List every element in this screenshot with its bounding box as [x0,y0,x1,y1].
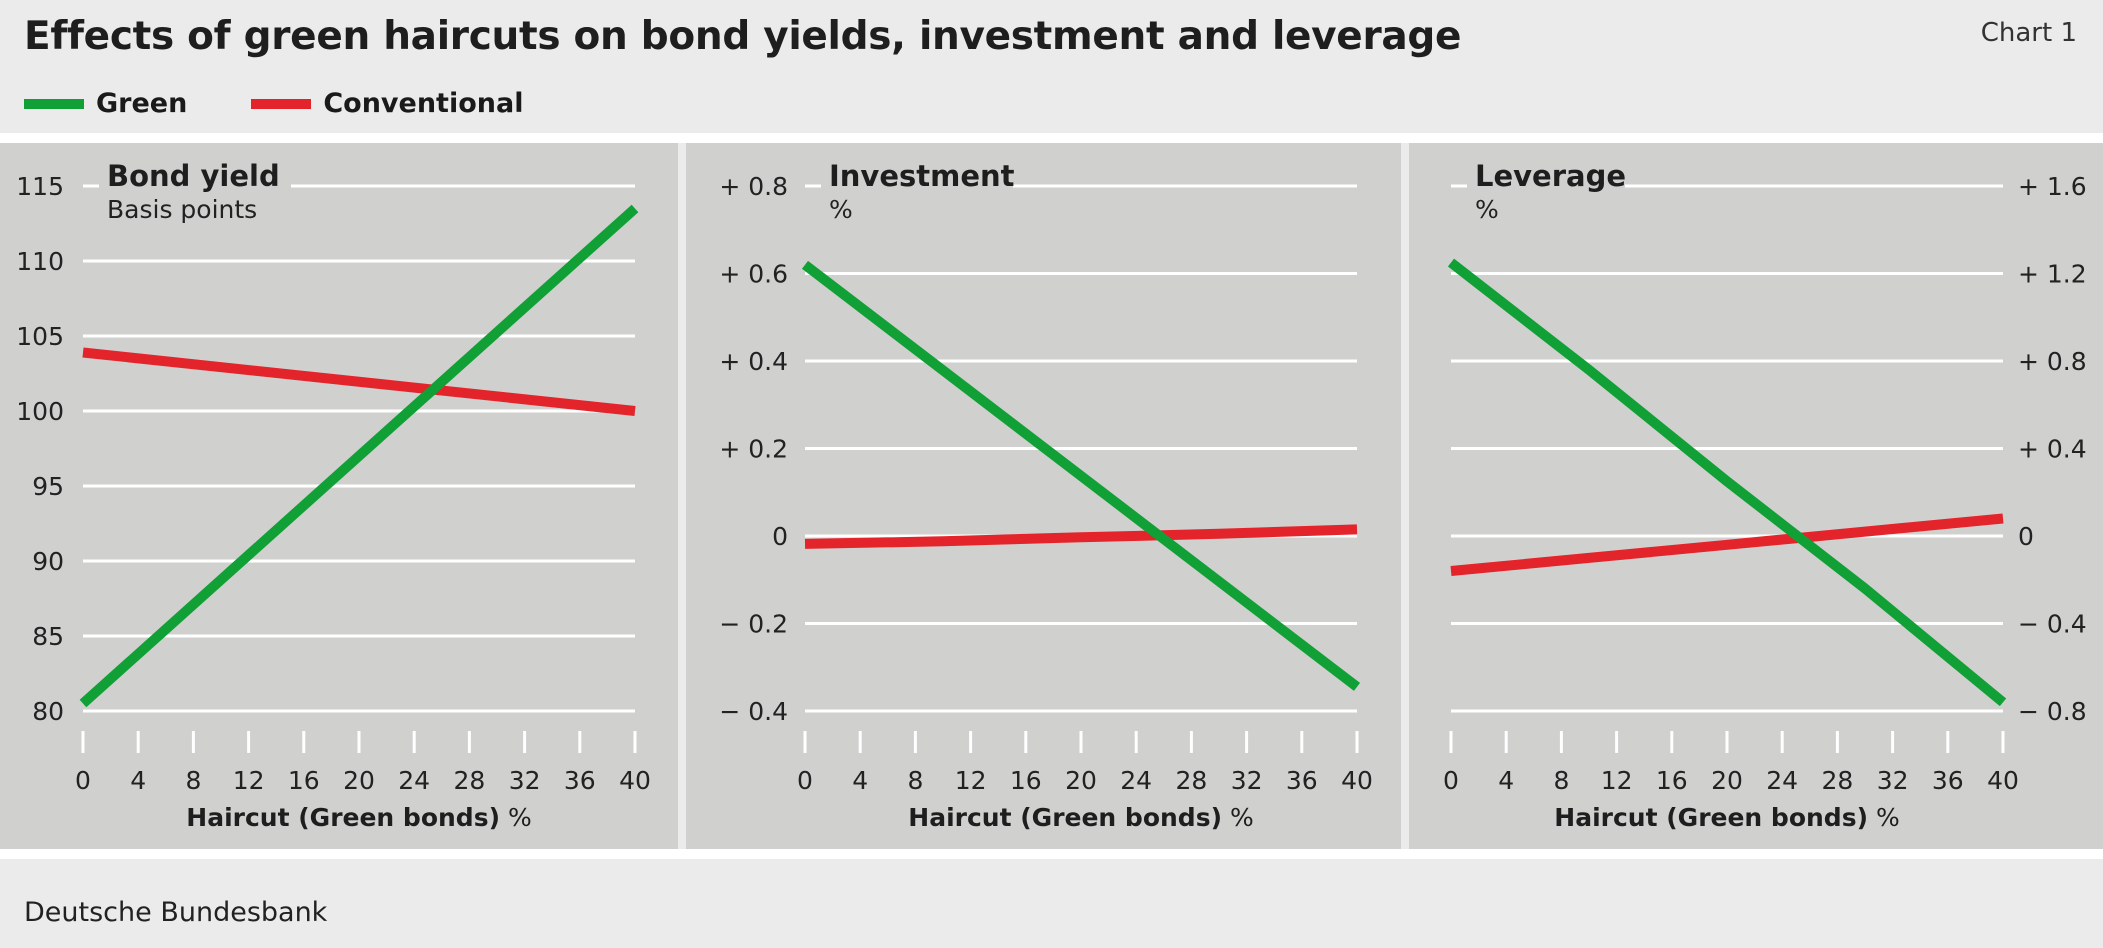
x-tick-label: 24 [1766,766,1798,795]
series-line-conventional [804,524,1358,549]
legend-label-green: Green [96,88,188,119]
x-tick-label: 16 [288,766,320,795]
panel-background [686,143,1401,849]
series-line-conventional [1450,513,2004,576]
x-tick-label: 12 [233,766,265,795]
y-tick-label: 0 [2018,522,2034,551]
y-tick-label: 85 [32,622,64,651]
legend-label-conventional: Conventional [323,88,524,119]
y-tick-label: − 0.2 [719,610,788,639]
y-tick-label: 115 [16,172,64,201]
x-tick-label: 16 [1656,766,1688,795]
bottom-separator [0,849,2103,859]
x-tick-label: 40 [1341,766,1373,795]
x-tick-label: 0 [75,766,91,795]
chart-number: Chart 1 [1980,18,2077,48]
x-tick-label: 8 [1553,766,1569,795]
x-tick-label: 0 [1443,766,1459,795]
y-tick-label: 100 [16,397,64,426]
x-axis-title: Haircut (Green bonds) % [1554,803,1899,832]
x-tick-label: 20 [1711,766,1743,795]
y-tick-label: − 0.8 [2018,697,2087,726]
legend-item-green: Green [24,88,187,119]
y-tick-label: 90 [32,547,64,576]
series-line-green [79,204,639,708]
x-tick-label: 20 [343,766,375,795]
panel-title: Investment [829,159,1015,193]
x-tick-label: 24 [398,766,430,795]
x-tick-label: 36 [1286,766,1318,795]
x-axis-title: Haircut (Green bonds) % [186,803,531,832]
x-tick-label: 4 [852,766,868,795]
y-tick-label: + 0.6 [719,260,788,289]
panel-background [1409,143,2103,849]
x-tick-label: 0 [797,766,813,795]
panel-bond-yield: 80 85 90 95 100 105 110 115 0 4 8 12 16 20 24 28 32 36 40 H… [0,143,678,849]
panel-unit: Basis points [107,195,257,224]
panel-unit: % [1475,195,1499,224]
legend-swatch-green [24,98,84,109]
x-tick-label: 20 [1065,766,1097,795]
x-tick-label: 28 [1175,766,1207,795]
y-tick-label: + 0.2 [719,435,788,464]
x-tick-label: 40 [1987,766,2019,795]
panel-title: Leverage [1475,159,1626,193]
series-line-green [1447,258,2007,707]
y-tick-label: + 1.6 [2018,172,2087,201]
x-axis-title: Haircut (Green bonds) % [908,803,1253,832]
x-tick-label: 16 [1010,766,1042,795]
x-tick-label: 28 [1821,766,1853,795]
x-tick-label: 4 [1498,766,1514,795]
x-tick-label: 8 [907,766,923,795]
source-note: Deutsche Bundesbank [24,897,328,928]
y-tick-label: + 0.8 [2018,347,2087,376]
legend: Green Conventional [24,88,587,119]
x-tick-label: 40 [619,766,651,795]
x-tick-label: 12 [1601,766,1633,795]
y-tick-label: 105 [16,322,64,351]
y-tick-label: + 0.4 [719,347,788,376]
legend-swatch-conventional [251,98,312,109]
series-line-conventional [82,347,636,416]
panel-title: Bond yield [107,159,280,193]
panel-investment: − 0.4 − 0.2 0 + 0.2 + 0.4 + 0.6 + 0.8 0 4 8 12 16 20… [686,143,1401,849]
x-tick-label: 32 [509,766,541,795]
y-tick-label: 110 [16,247,64,276]
y-tick-label: + 0.4 [2018,435,2087,464]
panel-leverage: − 0.8 − 0.4 0 + 0.4 + 0.8 + 1.2 + 1.6 0 4 8 12 16 20… [1409,143,2103,849]
legend-item-conventional: Conventional [251,88,523,119]
y-tick-label: − 0.4 [719,697,788,726]
y-tick-label: 80 [32,697,64,726]
x-tick-label: 12 [955,766,987,795]
x-tick-label: 8 [185,766,201,795]
x-tick-label: 36 [564,766,596,795]
x-tick-label: 36 [1932,766,1964,795]
x-tick-label: 28 [453,766,485,795]
y-tick-label: + 0.8 [719,172,788,201]
chart-title: Effects of green haircuts on bond yields… [24,14,1462,59]
y-tick-label: 0 [772,522,788,551]
y-tick-label: − 0.4 [2018,610,2087,639]
x-tick-label: 4 [130,766,146,795]
top-separator [0,133,2103,143]
x-tick-label: 24 [1120,766,1152,795]
x-tick-label: 32 [1231,766,1263,795]
panel-unit: % [829,195,853,224]
panel-background [0,143,678,849]
x-tick-label: 32 [1877,766,1909,795]
y-tick-label: 95 [32,472,64,501]
y-tick-label: + 1.2 [2018,260,2087,289]
series-line-green [801,260,1361,691]
